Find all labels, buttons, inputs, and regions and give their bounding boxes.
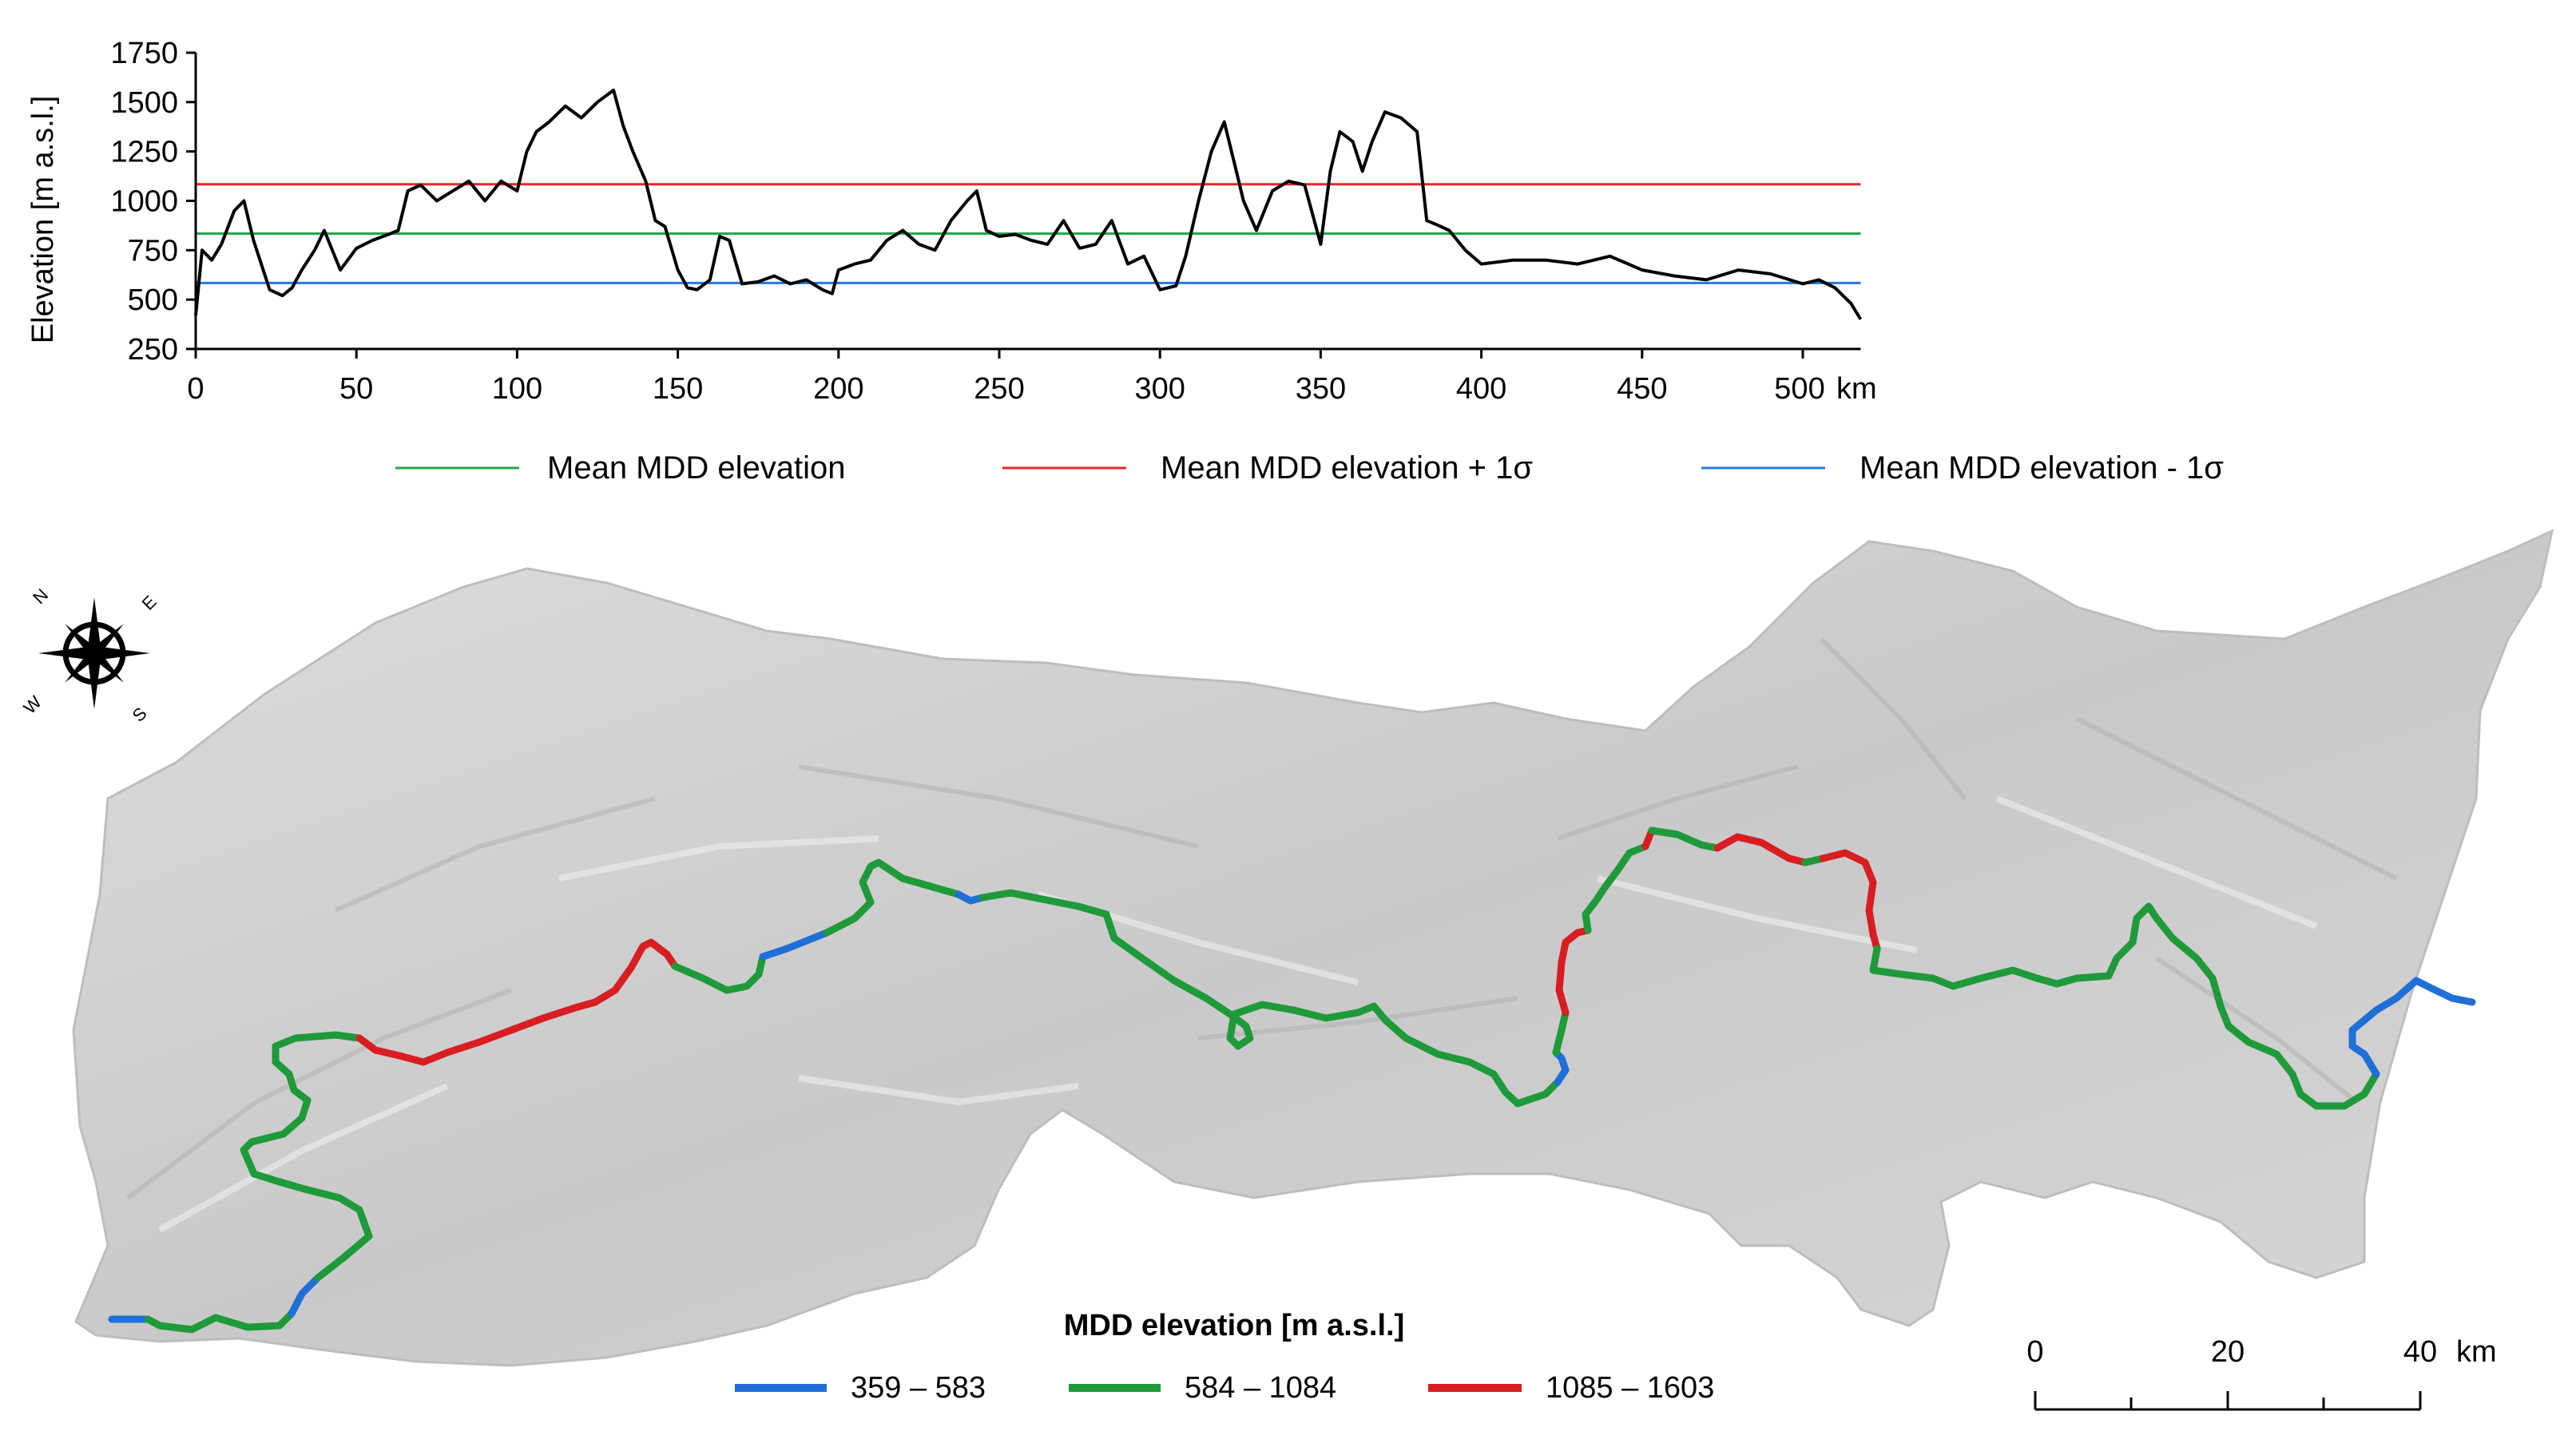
x-tick-label: 300 <box>1134 372 1185 406</box>
x-tick-label: 150 <box>653 372 703 406</box>
river-segment-mid <box>1869 902 2380 1110</box>
x-tick-label: 200 <box>813 372 863 406</box>
legend-label-1: Mean MDD elevation + 1σ <box>1161 450 1533 486</box>
river-segment-high <box>1555 926 1592 1017</box>
y-tick-label: 1500 <box>110 86 178 120</box>
terrain-valley-texture <box>158 795 2318 1233</box>
legend-label-0: Mean MDD elevation <box>547 450 846 486</box>
y-axis-ticks: 250 500 750 1000 1250 1500 1750 <box>110 37 196 367</box>
river-segment-mid <box>978 889 1562 1108</box>
x-tick-label: 450 <box>1617 372 1667 406</box>
legend-label-mid: 584 – 1084 <box>1185 1371 1336 1405</box>
compass-south-label: S <box>129 704 151 726</box>
x-tick-label: 350 <box>1296 372 1346 406</box>
river-segment-mid <box>1552 1009 1570 1056</box>
reference-lines <box>196 183 1861 284</box>
scale-unit: km <box>2456 1335 2497 1369</box>
river-segment-low <box>2348 977 2476 1078</box>
river-segment-mid <box>1582 842 1649 934</box>
y-tick-label: 500 <box>128 283 178 317</box>
legend-label-2: Mean MDD elevation - 1σ <box>1860 450 2224 486</box>
y-tick-label: 1250 <box>110 136 178 169</box>
catchment-map: N E S W MDD elevation [m a.s.l.] 359 – 5… <box>20 529 2554 1411</box>
terrain-hillshade <box>72 529 2554 1367</box>
x-axis-unit: km <box>1836 372 1877 406</box>
y-tick-label: 1000 <box>110 185 178 219</box>
scale-label-20: 20 <box>2211 1335 2245 1369</box>
compass-west-label: W <box>20 692 46 718</box>
x-tick-label: 0 <box>187 372 204 406</box>
river-segment-high <box>1819 849 1881 953</box>
x-tick-label: 500 <box>1774 372 1824 406</box>
mdd-river-path <box>108 827 2476 1334</box>
chart-legend: Mean MDD elevation Mean MDD elevation + 1… <box>395 450 2224 486</box>
river-segment-low <box>288 1274 322 1318</box>
river-segment-high <box>1713 833 1809 866</box>
river-segment-mid <box>144 1310 296 1334</box>
scale-label-0: 0 <box>2026 1335 2043 1369</box>
x-tick-label: 50 <box>339 372 373 406</box>
elevation-profile-line <box>194 89 1863 320</box>
scale-bar: 0 20 40 km <box>2026 1335 2497 1411</box>
y-tick-label: 250 <box>128 333 178 367</box>
scale-label-40: 40 <box>2403 1335 2437 1369</box>
legend-label-high: 1085 – 1603 <box>1546 1371 1714 1405</box>
x-axis-ticks: 0 50 100 150 200 250 300 350 400 450 500 km <box>187 349 1877 406</box>
compass-east-label: E <box>138 592 161 614</box>
river-segment-mid <box>240 1031 373 1282</box>
x-tick-label: 250 <box>974 372 1024 406</box>
terrain-ridge-texture <box>126 636 2398 1200</box>
y-tick-label: 750 <box>128 234 178 268</box>
map-legend: MDD elevation [m a.s.l.] 359 – 583 584 –… <box>735 1309 1714 1405</box>
river-segment-low <box>759 929 831 961</box>
y-tick-label: 1750 <box>110 37 178 70</box>
compass-north-label: N <box>29 585 52 608</box>
river-segment-low <box>1552 1049 1570 1086</box>
river-segment-low <box>955 890 986 905</box>
x-tick-label: 400 <box>1456 372 1506 406</box>
river-segment-mid <box>823 858 963 937</box>
elevation-profile-chart: 250 500 750 1000 1250 1500 1750 0 50 100 150 200 25… <box>26 37 2224 486</box>
river-segment-mid <box>671 953 767 994</box>
x-tick-label: 100 <box>492 372 542 406</box>
legend-label-low: 359 – 583 <box>851 1371 986 1405</box>
river-segment-mid <box>1648 827 1721 852</box>
river-segment-high <box>355 938 679 1066</box>
y-axis-label: Elevation [m a.s.l.] <box>26 96 60 343</box>
map-legend-title: MDD elevation [m a.s.l.] <box>1064 1309 1405 1342</box>
compass-rose-icon: N E S W <box>20 585 161 725</box>
